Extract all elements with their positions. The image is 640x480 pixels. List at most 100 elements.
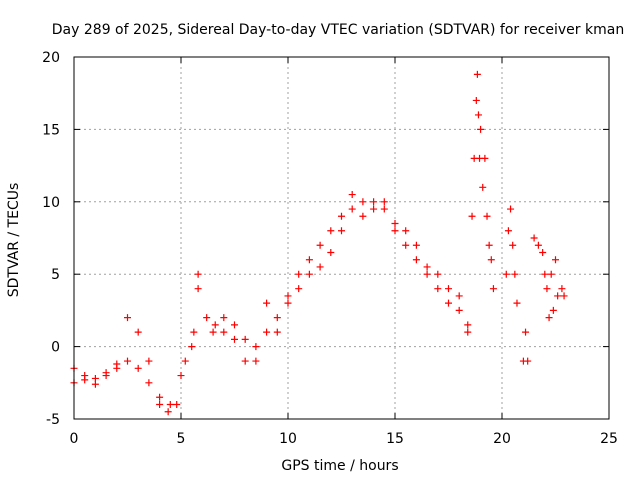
data-point [190,328,198,336]
data-point [231,335,238,343]
data-point [194,270,202,278]
data-point [468,212,476,220]
data-point [316,241,324,249]
series-spike [468,70,497,293]
x-tick-label: 5 [177,431,186,447]
data-point [327,248,335,256]
data-point [530,234,538,242]
data-point [477,125,485,133]
y-tick-label: 15 [42,122,60,138]
data-point [380,198,388,206]
data-point [391,220,399,228]
data-point [124,357,131,365]
data-point [479,183,487,191]
data-point [522,328,530,336]
data-point [295,270,303,278]
series-track-a [70,198,472,416]
data-point [391,227,399,235]
data-point [434,270,442,278]
data-point [481,154,489,162]
data-point [445,285,452,293]
data-point [545,314,553,322]
data-point [359,198,367,206]
data-point [220,328,228,336]
data-point [194,285,202,293]
data-point [156,393,164,401]
data-point [370,205,378,213]
x-tick-label: 0 [70,431,79,447]
data-point [102,369,110,377]
data-point [231,321,238,329]
data-point [445,299,452,307]
data-point [348,191,356,199]
data-point [487,256,495,264]
data-point [549,306,557,314]
data-point [483,212,491,220]
data-point [513,299,521,307]
data-point [273,328,281,336]
series-late-21.8 [530,234,559,293]
data-point [220,314,228,322]
y-axis-label: SDTVAR / TECUs [6,183,22,298]
data-point [554,292,562,300]
data-point [455,292,463,300]
data-point [113,360,121,368]
data-point [156,401,164,409]
data-point [370,198,378,206]
series-late-22.8 [545,285,568,322]
data-point [402,241,410,249]
data-point [359,212,367,220]
data-point [541,270,549,278]
data-point [434,285,442,293]
data-point [273,314,281,322]
data-point [284,292,292,300]
data-point [489,285,497,293]
data-point [91,374,99,382]
data-point [203,314,211,322]
series-late-21 [519,328,532,365]
data-point [560,292,568,300]
data-point [539,248,547,256]
data-point [338,227,345,235]
x-tick-label: 20 [493,431,511,447]
y-tick-label: -5 [46,412,60,428]
y-tick-label: 5 [51,267,60,283]
data-point [316,263,324,271]
data-point [380,205,388,213]
y-tick-label: 0 [51,340,60,356]
data-point [284,299,292,307]
data-point [124,314,131,322]
data-point [252,343,260,351]
data-point [558,285,566,293]
x-axis-label: GPS time / hours [281,458,398,474]
data-point [464,328,472,336]
data-point [166,401,174,409]
x-tick-label: 25 [600,431,618,447]
data-point [134,328,142,336]
series-late-20.5 [502,205,521,307]
data-point [241,335,249,343]
data-point [338,212,345,220]
data-point [252,357,260,365]
y-tick-label: 10 [42,195,60,211]
axes: 0 5 10 15 20 25 -5 0 5 10 15 20 [42,50,618,447]
data-point [177,372,185,380]
data-point [327,227,335,235]
data-point [507,205,515,213]
data-point [455,306,463,314]
data-point [511,270,519,278]
data-point [472,96,480,104]
data-point [348,205,356,213]
data-point [81,372,89,380]
data-point [164,408,172,416]
data-point [263,299,271,307]
data-point [543,285,551,293]
data-point [504,227,512,235]
data-point [134,364,142,372]
data-point [502,270,510,278]
data-point [524,357,532,365]
data-point [474,111,482,119]
data-point [173,401,181,409]
grid-lines [74,57,609,419]
